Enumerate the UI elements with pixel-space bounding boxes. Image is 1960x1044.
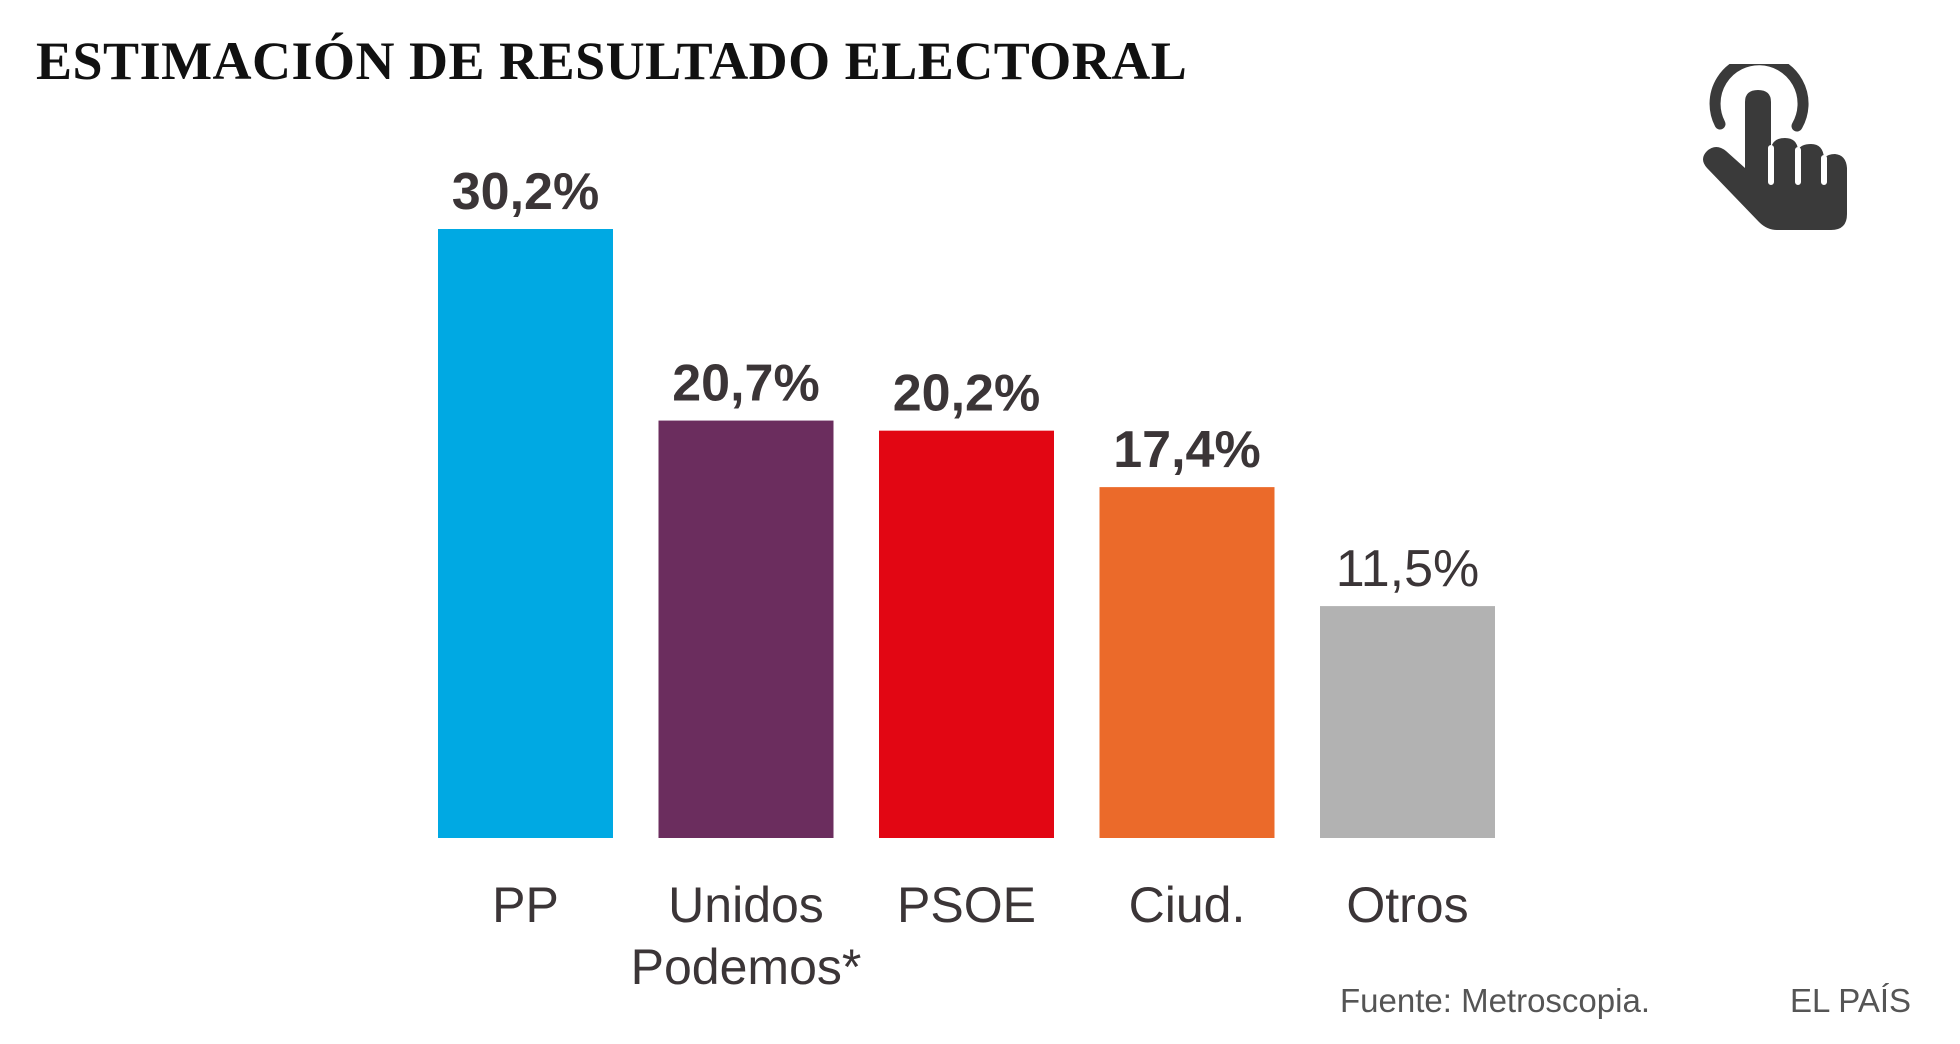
category-label-unidos-line2: Podemos* [631,939,862,995]
bar-unidos [658,420,834,838]
value-label-unidos: 20,7% [672,355,819,413]
category-label-unidos-line1: Unidos [668,877,824,933]
value-label-pp: 30,2% [452,163,599,221]
tap-hand-icon[interactable] [1695,64,1850,234]
category-label-pp: PP [492,877,559,933]
category-label-otros: Otros [1346,877,1468,933]
category-label-ciud: Ciud. [1129,877,1246,933]
chart-title: ESTIMACIÓN DE RESULTADO ELECTORAL [36,31,1188,91]
value-label-ciud: 17,4% [1113,421,1260,479]
brand-label: EL PAÍS [1790,982,1912,1019]
category-label-psoe: PSOE [897,877,1036,933]
bar-ciud [1099,487,1275,838]
bar-psoe [879,430,1054,838]
value-label-psoe: 20,2% [893,365,1040,423]
value-label-otros: 11,5% [1336,540,1480,598]
source-note: Fuente: Metroscopia. [1340,982,1650,1019]
bar-otros [1320,606,1495,838]
bar-pp [438,229,613,838]
